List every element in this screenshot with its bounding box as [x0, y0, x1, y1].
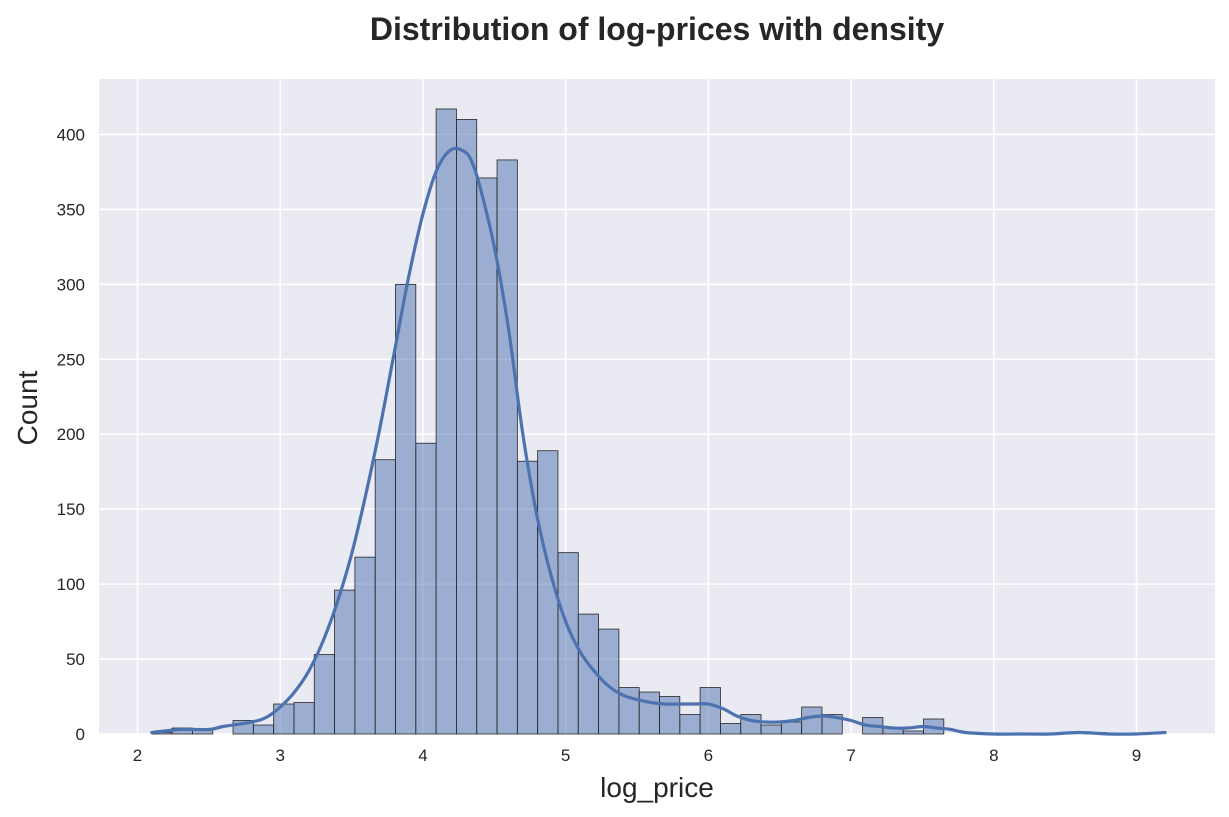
histogram-bar: [821, 714, 843, 735]
x-tick-label: 6: [704, 746, 713, 765]
histogram-bar: [476, 177, 498, 735]
y-tick-label: 400: [57, 125, 85, 144]
x-tick-labels: 2 3 4 5 6 7 8 9: [133, 746, 1141, 765]
histogram-bar: [659, 696, 681, 735]
y-tick-label: 50: [66, 650, 85, 669]
histogram-bar: [638, 691, 660, 735]
histogram-bar: [313, 654, 335, 735]
x-tick-label: 9: [1132, 746, 1141, 765]
histogram-bar: [496, 159, 518, 735]
histogram-bar: [354, 556, 376, 735]
histogram-bar: [395, 283, 417, 735]
x-tick-label: 8: [989, 746, 998, 765]
histogram-bar: [720, 723, 742, 735]
y-tick-label: 300: [57, 275, 85, 294]
x-tick-label: 5: [561, 746, 570, 765]
histogram-bar: [252, 724, 275, 735]
y-tick-label: 200: [57, 425, 85, 444]
plot-background: [99, 79, 1215, 734]
density-curve: [150, 146, 1167, 736]
x-axis-label: log_price: [600, 772, 714, 803]
y-tick-label: 100: [57, 575, 85, 594]
histogram-bar: [435, 108, 457, 735]
y-tick-label: 350: [57, 200, 85, 219]
histogram-bar: [293, 702, 315, 735]
histogram-bar: [760, 724, 782, 735]
histogram-bar: [780, 721, 803, 735]
x-tick-label: 7: [846, 746, 855, 765]
x-tick-label: 2: [133, 746, 142, 765]
histogram-bar: [902, 730, 924, 735]
histogram-bar: [679, 714, 701, 735]
density-curve-layer: [150, 146, 1167, 736]
x-tick-label: 4: [418, 746, 427, 765]
histogram-bar: [374, 459, 396, 735]
x-tick-label: 3: [276, 746, 285, 765]
histogram-bar: [801, 706, 823, 735]
histogram-bar: [699, 687, 721, 735]
histogram-bar: [415, 442, 437, 735]
y-tick-labels: 0 50 100 150 200 250 300 350 400: [57, 125, 85, 744]
histogram-bar: [334, 589, 356, 735]
y-tick-label: 250: [57, 350, 85, 369]
histogram-bar: [456, 119, 478, 735]
chart-title: Distribution of log-prices with density: [370, 11, 944, 47]
y-tick-label: 0: [76, 725, 85, 744]
y-tick-label: 150: [57, 500, 85, 519]
y-axis-label: Count: [12, 370, 43, 445]
histogram-bar: [598, 628, 620, 735]
grid-lines: [99, 79, 1215, 735]
